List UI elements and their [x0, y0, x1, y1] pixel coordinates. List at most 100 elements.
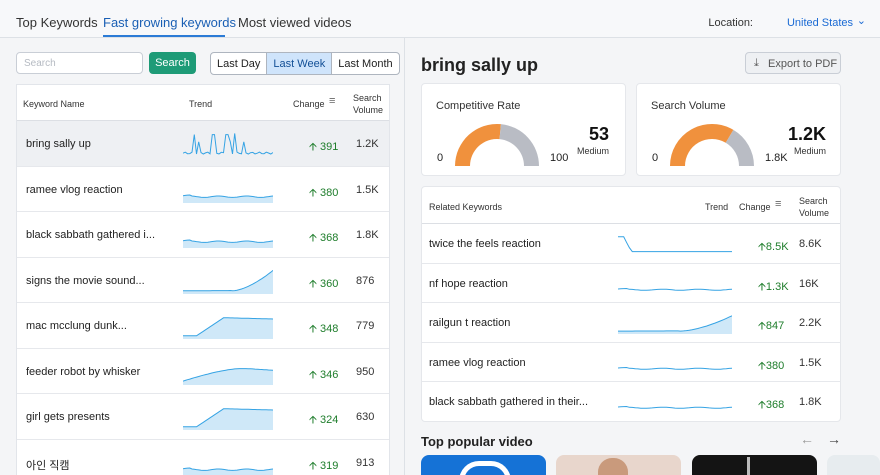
related-change-value: 368 — [765, 399, 785, 411]
keyword-volume: 1.8K — [356, 229, 379, 241]
trend-sparkline — [618, 315, 732, 334]
competitive-rate-max: 100 — [550, 152, 569, 164]
trend-sparkline — [618, 236, 732, 253]
keyword-row[interactable]: girl gets presents 🡩 324 630 — [17, 394, 389, 440]
up-arrow-icon: 🡩 — [758, 280, 766, 293]
header-related-keywords: Related Keywords — [429, 202, 503, 212]
trend-area — [183, 194, 273, 203]
export-pdf-button[interactable]: ⤓ Export to PDF — [745, 52, 841, 74]
related-change-value: 380 — [765, 359, 785, 372]
video-thumbnail[interactable] — [421, 455, 546, 475]
related-change: 🡩380 — [758, 357, 784, 376]
trend-sparkline — [183, 317, 273, 339]
competitive-rate-level: Medium — [576, 146, 609, 156]
trend-line — [183, 367, 273, 382]
tab-fast-growing-keywords[interactable]: Fast growing keywords — [103, 15, 236, 30]
keyword-change: 🡩 319 — [309, 457, 338, 475]
trend-area — [183, 240, 273, 248]
search-button[interactable]: Search — [149, 52, 196, 74]
up-arrow-icon: 🡩 — [309, 323, 317, 335]
video-thumbnail[interactable] — [556, 455, 681, 475]
trend-line — [183, 317, 273, 337]
related-volume: 1.8K — [799, 396, 822, 408]
trend-line — [618, 315, 732, 332]
chevron-down-icon[interactable]: ⌄ — [856, 15, 866, 27]
related-keyword-row[interactable]: black sabbath gathered in their... 🡩368 1.… — [422, 382, 840, 422]
trend-sparkline — [183, 133, 273, 155]
trend-line — [618, 366, 732, 370]
header-change[interactable]: Change — [293, 99, 325, 109]
related-keyword-row[interactable]: nf hope reaction 🡩1.3K 16K — [422, 264, 840, 303]
keyword-volume: 913 — [356, 456, 375, 469]
related-keyword-name: twice the feels reaction — [429, 238, 541, 250]
period-last-day[interactable]: Last Day — [211, 53, 268, 74]
trend-sparkline — [618, 366, 732, 370]
keyword-name: girl gets presents — [26, 411, 110, 423]
search-volume-max: 1.8K — [765, 152, 788, 164]
related-change: 🡩368 — [758, 396, 784, 415]
keyword-change-value: 368 — [319, 232, 339, 244]
arrow-right-icon[interactable]: → — [827, 431, 841, 447]
location-select[interactable]: United States — [786, 17, 853, 29]
keyword-name: bring sally up — [26, 138, 91, 150]
trend-line — [183, 133, 273, 155]
up-arrow-icon: 🡩 — [309, 186, 317, 199]
keyword-change-value: 380 — [319, 186, 339, 199]
keyword-change-value: 348 — [319, 323, 339, 335]
related-volume: 16K — [799, 277, 819, 290]
keyword-row[interactable]: black sabbath gathered i... 🡩 368 1.8K — [17, 212, 389, 258]
trend-line — [183, 269, 273, 291]
period-last-month[interactable]: Last Month — [338, 58, 393, 70]
related-keyword-row[interactable]: railgun t reaction 🡩847 2.2K — [422, 303, 840, 343]
period-last-week[interactable]: Last Week — [267, 53, 333, 74]
keyword-name: black sabbath gathered i... — [26, 229, 156, 241]
sort-icon[interactable]: ≡ — [775, 198, 782, 210]
keyword-row[interactable]: signs the movie sound... 🡩 360 876 — [17, 258, 389, 303]
period-selector: Last Day Last Week Last Month — [210, 52, 400, 75]
keyword-row[interactable]: 아인 직캠 🡩 319 913 — [17, 440, 389, 475]
header-keyword-name: Keyword Name — [23, 99, 85, 109]
keyword-change: 🡩 346 — [309, 366, 338, 385]
thumbnail-graphic — [459, 461, 511, 475]
keyword-row[interactable]: ramee vlog reaction 🡩 380 1.5K — [17, 167, 389, 212]
related-change-value: 847 — [765, 320, 785, 332]
related-volume: 1.5K — [799, 356, 822, 369]
trend-sparkline — [618, 287, 732, 291]
search-volume-min: 0 — [652, 152, 659, 164]
keyword-list-panel: Search Last Day Last Week Last Month Key… — [0, 38, 405, 475]
up-arrow-icon: 🡩 — [309, 232, 317, 244]
keyword-volume: 876 — [356, 274, 375, 287]
keyword-row[interactable]: feeder robot by whisker 🡩 346 950 — [17, 349, 389, 394]
keyword-row[interactable]: mac mcclung dunk... 🡩 348 779 — [17, 303, 389, 349]
video-thumbnail[interactable] — [692, 455, 817, 475]
search-input[interactable] — [16, 52, 143, 74]
active-tab-indicator — [103, 35, 225, 37]
keyword-volume: 630 — [356, 411, 375, 423]
thumbnail-person — [598, 458, 628, 475]
search-volume-card: Search Volume 0 1.8K 1.2K Medium — [636, 83, 841, 176]
keyword-detail-panel: bring sally up ⤓ Export to PDF Competiti… — [406, 38, 880, 475]
header-search-volume-2: Volume — [353, 105, 384, 115]
header-related-change[interactable]: Change — [739, 202, 771, 212]
trend-sparkline — [618, 405, 732, 409]
trend-line — [183, 466, 273, 471]
arrow-left-icon[interactable]: ← — [800, 431, 814, 447]
related-keyword-name: ramee vlog reaction — [429, 356, 526, 369]
up-arrow-icon: 🡩 — [309, 414, 317, 426]
tab-most-viewed-videos[interactable]: Most viewed videos — [238, 15, 352, 30]
related-keyword-row[interactable]: ramee vlog reaction 🡩380 1.5K — [422, 343, 840, 382]
keyword-name: signs the movie sound... — [26, 274, 145, 287]
tab-top-keywords[interactable]: Top Keywords — [16, 15, 98, 30]
gauge-track — [725, 129, 754, 166]
related-keyword-row[interactable]: twice the feels reaction 🡩8.5K 8.6K — [422, 224, 840, 264]
video-thumbnail[interactable] — [827, 455, 880, 475]
keyword-name: 아인 직캠 — [26, 459, 70, 472]
keywords-table: Keyword Name Trend Change ≡ Search Volum… — [16, 84, 390, 475]
trend-area — [183, 317, 273, 339]
keyword-change: 🡩 348 — [309, 320, 338, 339]
sort-icon[interactable]: ≡ — [329, 95, 336, 107]
trend-line — [183, 193, 273, 198]
export-label: Export to PDF — [768, 58, 838, 70]
keyword-row[interactable]: bring sally up 🡩 391 1.2K — [17, 121, 389, 167]
up-arrow-icon: 🡩 — [309, 368, 317, 381]
